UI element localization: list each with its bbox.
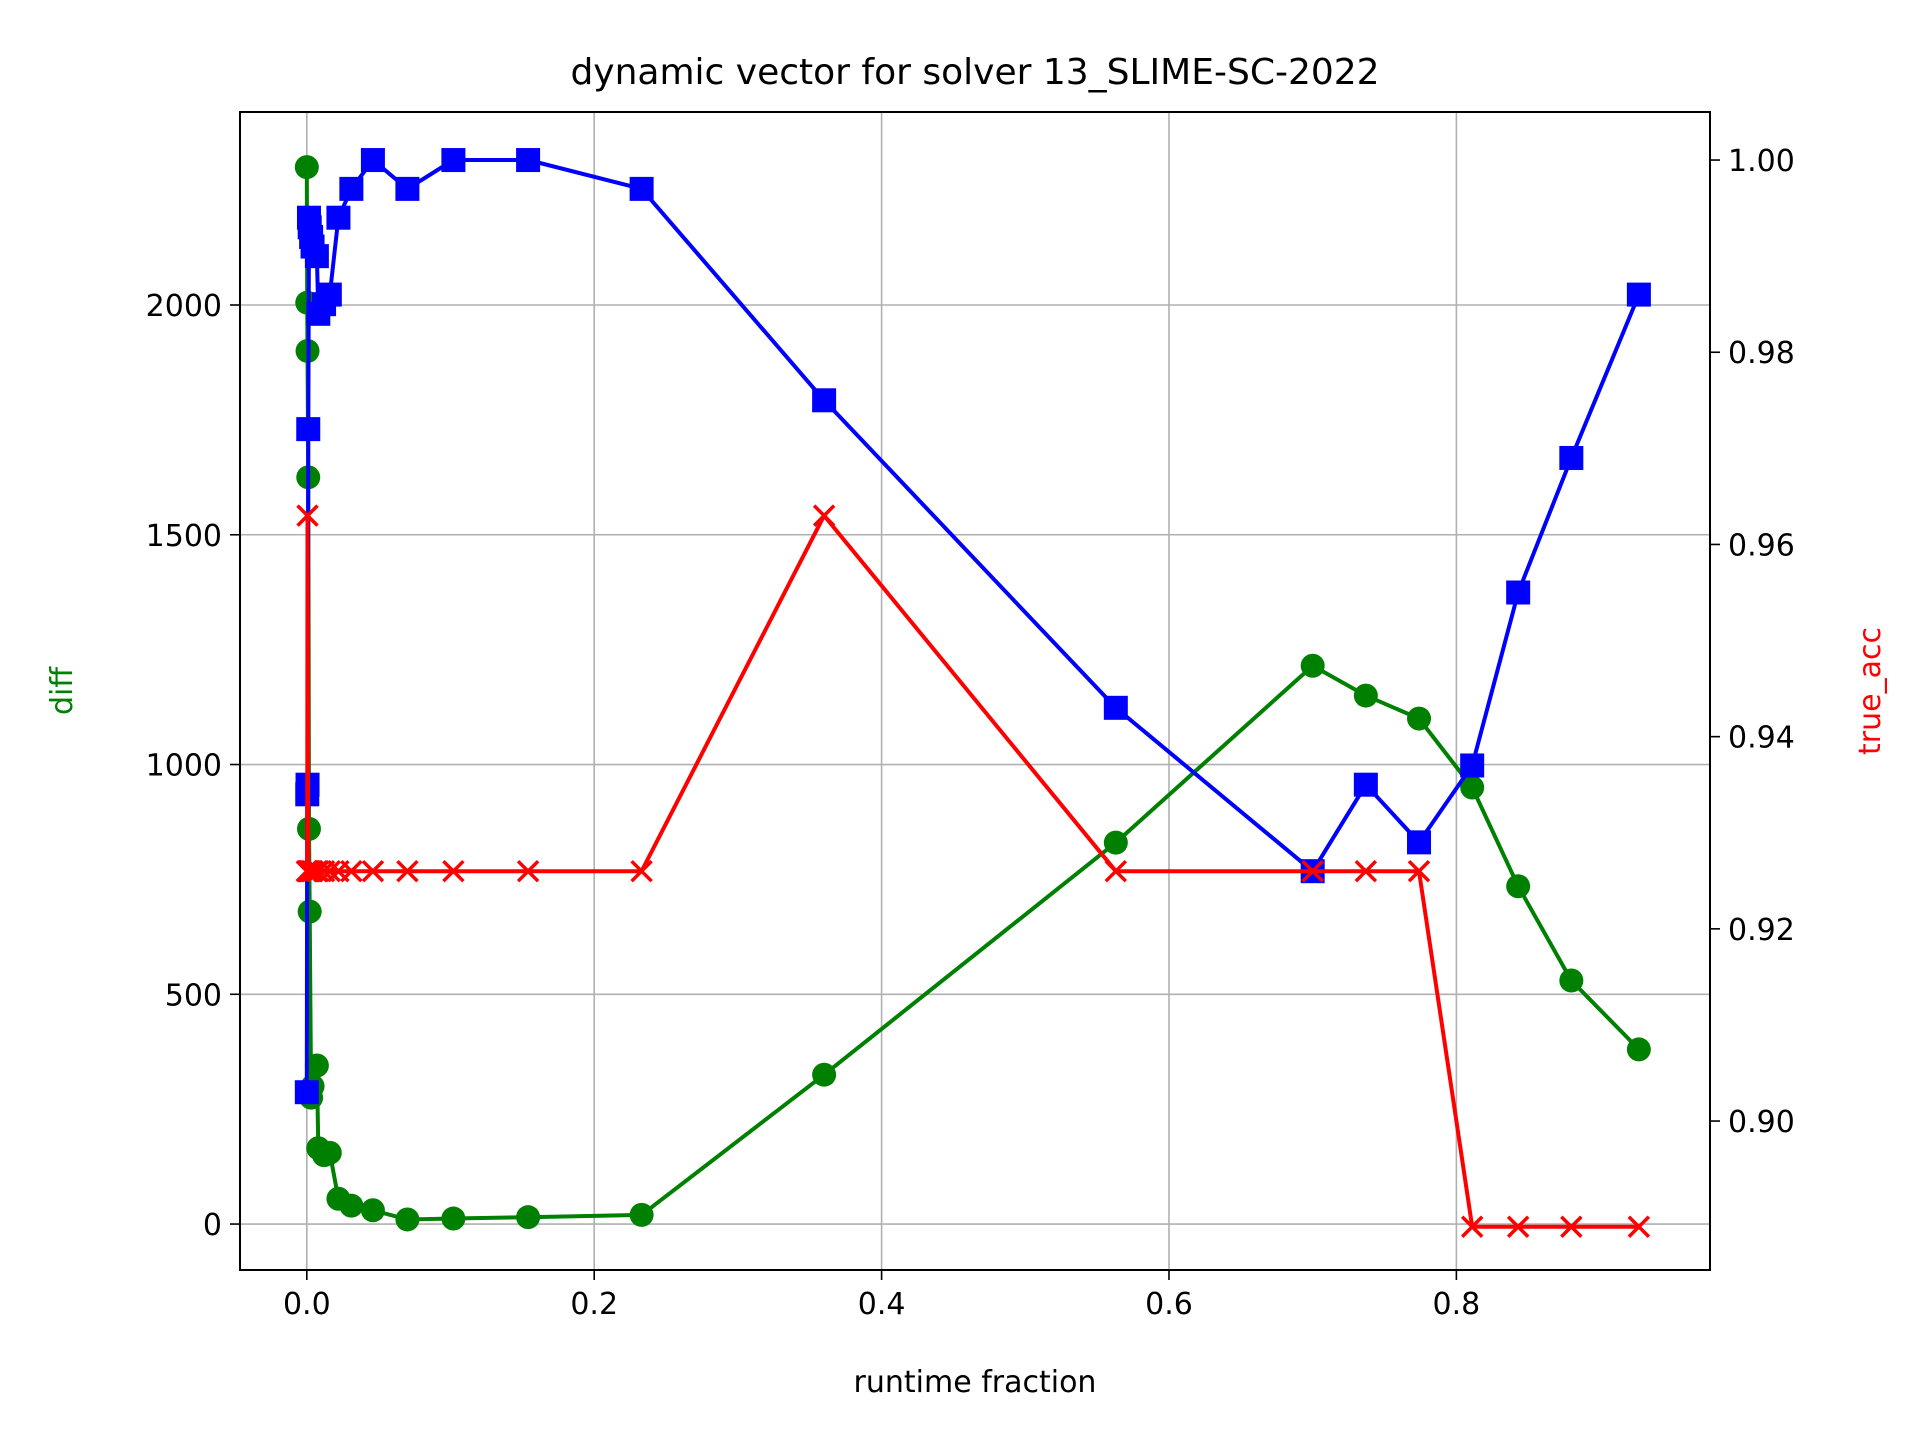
data-point-diff <box>395 1207 420 1232</box>
data-point-true_acc_red <box>340 859 363 883</box>
y-right-tick-label: 0.98 <box>1728 336 1795 371</box>
data-point-diff <box>1300 653 1325 678</box>
data-point-diff <box>1559 968 1584 993</box>
data-point-diff <box>441 1206 466 1231</box>
y-axis-right-label: true_acc <box>1853 627 1888 755</box>
data-point-true_acc_red <box>516 859 540 883</box>
data-point-true_acc_red <box>318 859 342 883</box>
data-point-true_acc_blue <box>317 282 342 307</box>
data-point-true_acc_blue <box>812 388 837 413</box>
data-point-true_acc_red <box>396 859 419 883</box>
data-point-true_acc_red <box>1301 859 1324 883</box>
data-point-true_acc_blue <box>395 176 420 201</box>
data-point-diff <box>1460 775 1485 800</box>
data-point-true_acc_blue <box>294 1080 319 1105</box>
y-right-tick-label: 0.94 <box>1728 721 1795 756</box>
y-left-tick-label: 2000 <box>146 289 222 324</box>
data-point-diff <box>304 1053 329 1078</box>
data-point-true_acc_blue <box>1407 830 1432 855</box>
data-point-diff <box>297 899 322 924</box>
data-point-true_acc_red <box>812 504 836 527</box>
data-point-diff <box>317 1140 342 1165</box>
data-point-true_acc_blue <box>1559 445 1584 470</box>
data-point-true_acc_blue <box>1626 282 1651 307</box>
data-point-true_acc_red <box>1506 1215 1530 1238</box>
data-point-true_acc_blue <box>1353 772 1378 797</box>
data-point-true_acc_red <box>361 859 385 883</box>
x-axis-label: runtime fraction <box>854 1365 1097 1400</box>
data-point-true_acc_red <box>296 504 319 527</box>
x-tick-label: 0.2 <box>570 1287 618 1322</box>
data-point-true_acc_red <box>630 859 653 883</box>
series-layer <box>294 148 1651 1238</box>
data-point-true_acc_blue <box>1103 695 1128 720</box>
data-point-diff <box>1103 830 1128 855</box>
axis-layer: 0.0 0.2 0.4 0.6 0.8 0 500 1000 1500 2000 0.90 0.92 0… <box>146 144 1795 1322</box>
data-point-diff <box>360 1198 385 1223</box>
data-point-diff <box>1506 874 1531 899</box>
grid-layer <box>240 112 1710 1270</box>
data-point-true_acc_red <box>1407 859 1431 883</box>
data-point-true_acc_red <box>1354 859 1378 883</box>
y-right-tick-label: 0.92 <box>1728 913 1795 948</box>
data-point-true_acc_blue <box>629 176 654 201</box>
data-point-true_acc_red <box>442 859 465 883</box>
chart-title: dynamic vector for solver 13_SLIME-SC-20… <box>570 52 1379 93</box>
series-true_acc_red <box>295 504 1651 1238</box>
data-point-diff <box>629 1202 654 1227</box>
data-point-true_acc_red <box>1104 859 1128 883</box>
y-left-tick-label: 1500 <box>146 519 222 554</box>
data-point-diff <box>1353 683 1378 708</box>
data-point-true_acc_blue <box>326 205 351 230</box>
y-right-tick-label: 1.00 <box>1728 144 1795 179</box>
data-point-true_acc_red <box>1560 1215 1583 1238</box>
data-point-true_acc_blue <box>1506 580 1531 605</box>
x-tick-label: 0.4 <box>858 1287 906 1322</box>
x-tick-label: 0.6 <box>1145 1287 1193 1322</box>
data-point-diff <box>516 1205 541 1230</box>
y-axis-left-label: diff <box>45 666 80 715</box>
data-point-true_acc_blue <box>304 244 329 269</box>
data-point-diff <box>294 155 319 180</box>
x-tick-label: 0.8 <box>1433 1287 1481 1322</box>
data-point-true_acc_blue <box>516 148 541 173</box>
x-tick-label: 0.0 <box>283 1287 331 1322</box>
data-point-true_acc_red <box>1627 1215 1651 1238</box>
data-point-true_acc_red <box>1460 1215 1484 1238</box>
data-point-true_acc_blue <box>1460 753 1485 778</box>
y-right-tick-label: 0.90 <box>1728 1105 1795 1140</box>
data-point-diff <box>1407 706 1432 731</box>
series-true_acc_blue <box>294 148 1651 1105</box>
data-point-true_acc_blue <box>339 176 364 201</box>
y-left-tick-label: 0 <box>203 1208 222 1243</box>
data-point-diff <box>812 1062 837 1087</box>
data-point-true_acc_blue <box>296 417 321 442</box>
data-point-diff <box>1626 1037 1651 1062</box>
data-point-true_acc_blue <box>360 148 385 173</box>
plot-frame <box>239 111 1711 1271</box>
data-point-true_acc_blue <box>441 148 466 173</box>
y-left-tick-label: 1000 <box>146 749 222 784</box>
data-point-diff <box>339 1193 364 1218</box>
y-left-tick-label: 500 <box>165 978 222 1013</box>
y-right-tick-label: 0.96 <box>1728 528 1795 563</box>
